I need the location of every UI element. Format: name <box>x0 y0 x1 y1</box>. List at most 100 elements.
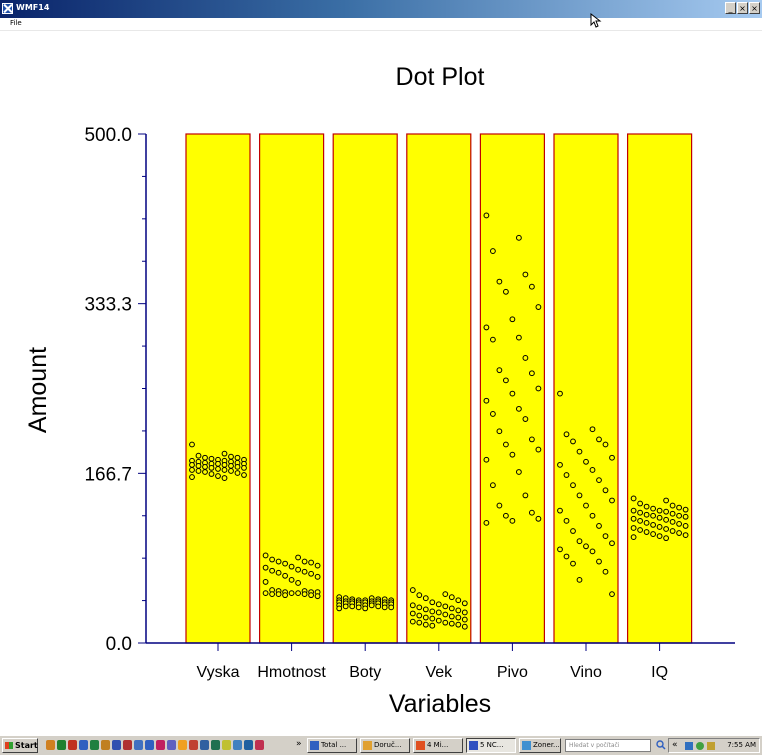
data-point <box>234 463 241 470</box>
quick-launch-icon[interactable] <box>167 740 176 750</box>
data-point <box>490 411 496 417</box>
data-point <box>669 518 676 525</box>
quick-launch-icon[interactable] <box>222 740 231 750</box>
data-point <box>448 620 455 627</box>
data-point <box>295 554 302 561</box>
quick-launch-icon[interactable] <box>68 740 77 750</box>
data-point <box>282 572 289 579</box>
y-tick-label: 500.0 <box>84 125 132 146</box>
data-point <box>630 507 637 514</box>
app-icon <box>2 3 13 14</box>
tray-expand-button[interactable]: « <box>672 740 678 750</box>
x-tick-label: Pivo <box>497 664 528 681</box>
data-point <box>416 619 423 626</box>
category-panel <box>553 133 619 644</box>
data-point <box>535 385 542 392</box>
data-point <box>301 591 308 598</box>
data-point <box>630 525 637 531</box>
quick-launch-icon[interactable] <box>79 740 88 750</box>
tray-network-icon[interactable] <box>685 742 693 750</box>
data-point <box>682 513 689 520</box>
quick-launch-icon[interactable] <box>90 740 99 750</box>
quick-launch-icon[interactable] <box>244 740 253 750</box>
data-point <box>189 441 195 448</box>
task-label: Total ... <box>321 741 347 749</box>
data-point <box>262 590 269 597</box>
data-point <box>234 454 241 461</box>
data-point <box>596 436 602 443</box>
quick-launch-icon[interactable] <box>189 740 198 750</box>
quick-launch-icon[interactable] <box>134 740 143 750</box>
data-point <box>637 517 643 524</box>
data-point <box>416 612 423 619</box>
menu-file[interactable]: File <box>10 19 22 27</box>
data-point <box>221 461 228 468</box>
data-point <box>596 558 602 565</box>
y-tick-label: 333.3 <box>84 295 132 316</box>
data-point <box>483 397 490 404</box>
quick-launch-icon[interactable] <box>46 740 55 750</box>
search-icon[interactable] <box>656 740 666 752</box>
data-point <box>461 623 468 630</box>
window-controls: _ × × <box>725 2 760 14</box>
data-point <box>643 529 650 535</box>
task-button[interactable]: Total ... <box>307 738 357 753</box>
x-ticks: Vyska Hmotnost Boty Vek Pivo Vino IQ <box>197 643 668 681</box>
data-point <box>669 528 676 534</box>
data-point <box>208 465 215 471</box>
data-point <box>295 580 302 586</box>
data-point <box>650 505 656 512</box>
close-button[interactable]: × <box>749 2 760 14</box>
task-button[interactable]: Doruč... <box>360 738 410 753</box>
data-point <box>576 492 583 499</box>
data-point <box>262 579 269 585</box>
quick-launch-icon[interactable] <box>145 740 154 750</box>
task-button[interactable]: 5 NC... <box>466 738 516 753</box>
data-point <box>563 517 570 524</box>
start-button[interactable]: Start <box>2 738 38 753</box>
search-input[interactable]: Hledat v počítači <box>565 739 651 752</box>
quick-launch-icon[interactable] <box>233 740 242 750</box>
task-button[interactable]: Zoner... <box>519 738 561 753</box>
quick-launch-icon[interactable] <box>112 740 121 750</box>
data-point <box>195 452 202 459</box>
y-tick-label: 166.7 <box>84 464 132 485</box>
data-point <box>448 605 455 612</box>
data-point <box>282 592 289 599</box>
x-tick-label: Vyska <box>197 664 240 681</box>
taskbar: Start » Total ... Doruč... 4 Mi... 5 NC... Z… <box>0 735 762 755</box>
data-point <box>602 533 609 540</box>
minimize-button[interactable]: _ <box>725 2 736 14</box>
data-point <box>503 377 509 384</box>
task-label: 5 NC... <box>480 741 504 749</box>
data-point <box>416 604 423 611</box>
data-point <box>269 556 276 563</box>
data-point <box>461 609 468 616</box>
maximize-button[interactable]: × <box>737 2 748 14</box>
x-tick-label: Vek <box>425 664 453 681</box>
quick-launch-icon[interactable] <box>101 740 110 750</box>
quick-launch-icon[interactable] <box>255 740 264 750</box>
quick-launch-overflow-button[interactable]: » <box>296 739 302 749</box>
data-point <box>609 540 615 547</box>
data-point <box>602 568 609 575</box>
x-axis-label: Variables <box>389 690 491 718</box>
category-panel <box>332 133 398 644</box>
quick-launch-icon[interactable] <box>200 740 209 750</box>
data-point <box>429 608 436 615</box>
data-point <box>656 524 663 530</box>
y-ticks: 500.0 333.3 166.7 0.0 <box>84 125 146 655</box>
quick-launch-icon[interactable] <box>123 740 132 750</box>
quick-launch-icon[interactable] <box>178 740 187 750</box>
data-point <box>656 514 663 521</box>
tray-app-icon[interactable] <box>707 742 715 750</box>
quick-launch-icon[interactable] <box>211 740 220 750</box>
tray-volume-icon[interactable] <box>696 742 704 750</box>
data-point <box>516 234 522 241</box>
x-tick-label: IQ <box>651 664 668 681</box>
quick-launch-icon[interactable] <box>156 740 165 750</box>
quick-launch-icon[interactable] <box>57 740 66 750</box>
data-point <box>656 507 663 514</box>
task-button[interactable]: 4 Mi... <box>413 738 463 753</box>
data-point <box>461 600 468 607</box>
